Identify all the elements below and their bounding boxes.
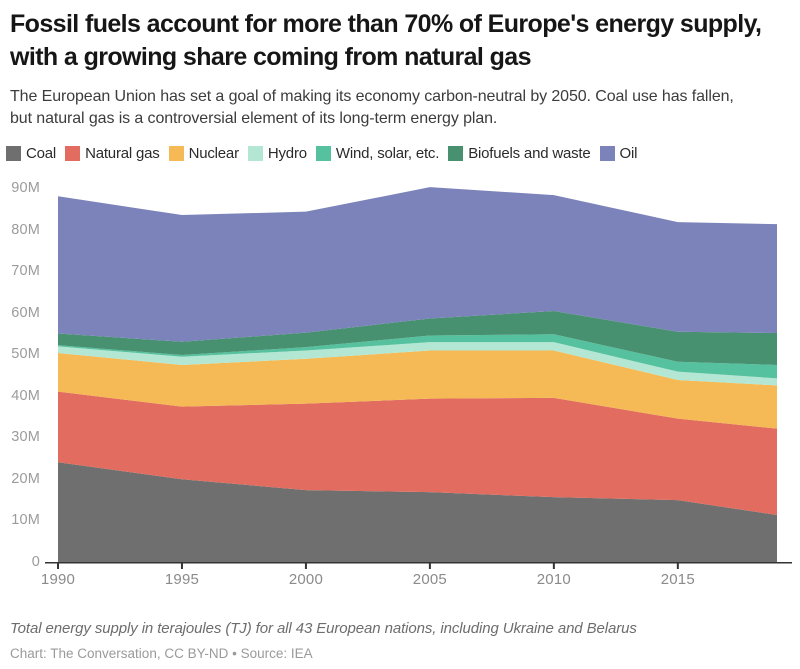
y-axis-label: 70M	[11, 263, 40, 280]
footnote: Total energy supply in terajoules (TJ) f…	[10, 620, 637, 637]
legend-item-biofuels-and-waste: Biofuels and waste	[448, 145, 591, 162]
legend-item-coal: Coal	[6, 145, 56, 162]
legend-label: Hydro	[267, 145, 307, 162]
legend-swatch-wind-solar-etc	[315, 146, 331, 161]
legend-label: Natural gas	[85, 145, 160, 162]
legend-swatch-natural-gas	[65, 146, 81, 161]
credit-line: Chart: The Conversation, CC BY-ND • Sour…	[10, 646, 313, 661]
x-axis-label: 2015	[660, 571, 695, 588]
legend-label: Nuclear	[188, 145, 239, 162]
legend-item-oil: Oil	[599, 145, 638, 162]
legend: Coal Natural gas Nuclear Hydro Wind, solar, …	[6, 145, 796, 162]
area-nuclear	[58, 350, 777, 429]
legend-label: Wind, solar, etc.	[335, 145, 440, 162]
y-axis-label: 90M	[11, 180, 40, 196]
x-axis-label: 1990	[40, 571, 76, 588]
y-axis-label: 20M	[11, 470, 40, 487]
area-natural-gas	[58, 391, 777, 516]
x-axis-label: 2000	[288, 571, 323, 588]
chart-title: Fossil fuels account for more than 70% o…	[10, 10, 762, 71]
legend-item-natural-gas: Natural gas	[65, 145, 160, 162]
legend-label: Coal	[26, 145, 57, 162]
legend-item-nuclear: Nuclear	[168, 145, 239, 162]
y-axis-label: 0	[31, 554, 40, 570]
area-oil	[58, 187, 777, 342]
legend-swatch-nuclear	[168, 146, 184, 161]
y-axis-label: 10M	[11, 512, 40, 529]
legend-swatch-coal	[6, 146, 21, 161]
area-coal	[58, 462, 777, 562]
legend-swatch-biofuels-and-waste	[448, 146, 464, 161]
legend-swatch-hydro	[247, 146, 263, 161]
x-axis-label: 1995	[164, 571, 200, 588]
legend-item-hydro: Hydro	[247, 145, 307, 162]
y-axis-label: 60M	[11, 304, 40, 321]
y-axis-label: 40M	[11, 387, 40, 404]
area-wind-solar-etc	[58, 334, 777, 379]
legend-item-wind-solar-etc: Wind, solar, etc.	[315, 145, 440, 162]
legend-label: Oil	[619, 145, 638, 162]
y-axis-label: 30M	[11, 429, 40, 446]
chart-subtitle: The European Union has set a goal of mak…	[10, 88, 734, 127]
y-axis-label: 80M	[11, 221, 40, 238]
y-axis-label: 50M	[11, 346, 40, 363]
area-hydro	[58, 342, 777, 386]
legend-swatch-oil	[599, 146, 615, 161]
x-axis-label: 2010	[536, 571, 571, 588]
legend-label: Biofuels and waste	[468, 145, 591, 162]
area-biofuels-and-waste	[58, 311, 777, 366]
x-axis-label: 2005	[412, 571, 447, 588]
